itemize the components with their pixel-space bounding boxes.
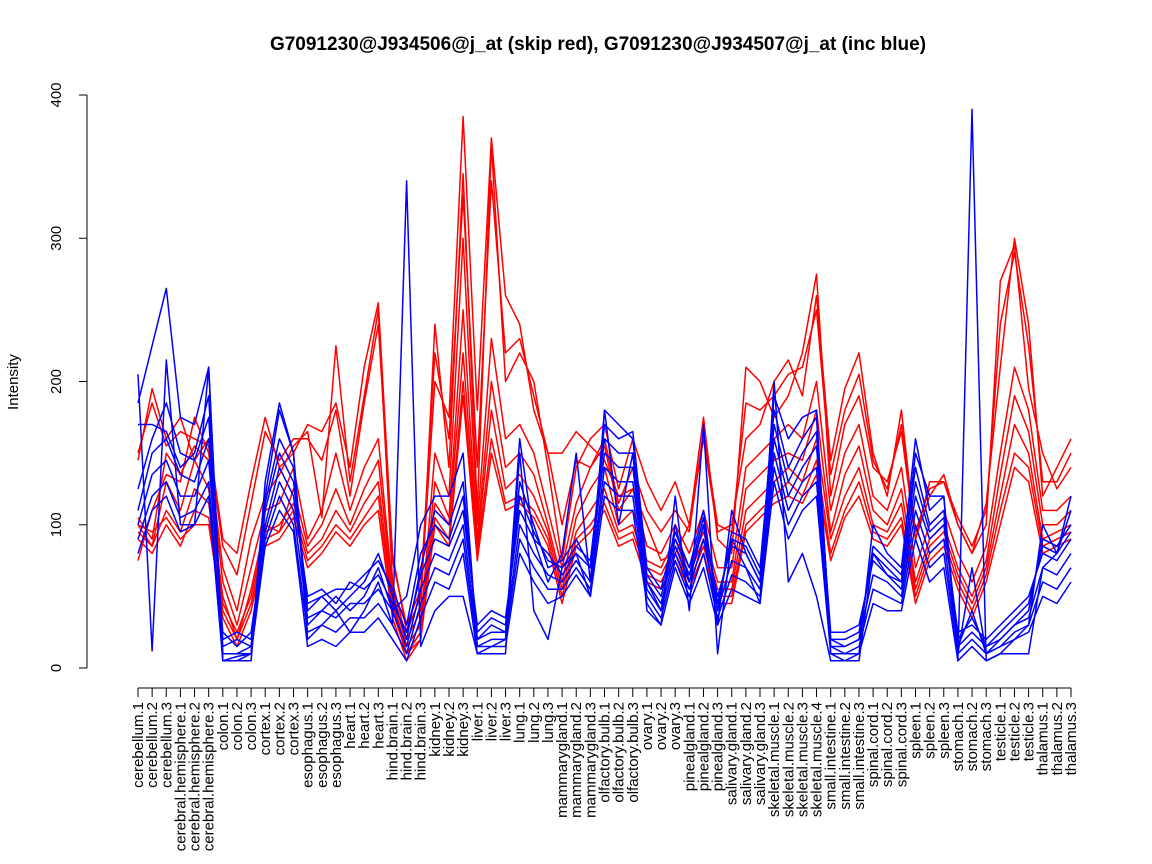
x-tick-label: heart.1 [342, 702, 359, 749]
x-tick-label: skeletal.muscle.4 [809, 702, 826, 817]
x-tick-label: colon.2 [229, 702, 246, 750]
series-line-inc-5 [137, 438, 1072, 641]
x-tick-label: thalamus.1 [1035, 702, 1052, 775]
y-tick-label: 400 [48, 82, 65, 107]
x-tick-label: testicle.1 [992, 702, 1009, 761]
x-tick-label: hind.brain.2 [399, 702, 416, 780]
x-tick-label: liver.1 [469, 702, 486, 741]
x-tick-label: cerebellum.3 [158, 702, 175, 788]
chart-title: G7091230@J934506@j_at (skip red), G70912… [270, 34, 926, 55]
y-tick-label: 200 [48, 369, 65, 394]
x-tick-label: thalamus.2 [1049, 702, 1066, 775]
x-tick-label: skeletal.muscle.2 [780, 702, 797, 817]
x-tick-label: olfactory.bulb.3 [625, 702, 642, 803]
x-tick-label: liver.2 [483, 702, 500, 741]
x-tick-label: testicle.3 [1021, 702, 1038, 761]
x-tick-label: mammarygland.2 [568, 702, 585, 818]
x-tick-label: kidney.3 [455, 702, 472, 757]
x-tick-label: hind.brain.1 [384, 702, 401, 780]
x-tick-label: kidney.2 [441, 702, 458, 757]
series-line-skip-6 [137, 352, 1072, 655]
x-tick-label: ovary.3 [667, 702, 684, 750]
x-tick-label: cerebral.hemisphere.3 [201, 702, 218, 851]
x-axis: cerebellum.1cerebellum.2cerebellum.3cere… [130, 687, 1080, 851]
y-tick-label: 0 [48, 664, 65, 672]
x-tick-label: ovary.1 [639, 702, 656, 750]
y-axis-label: Intensity [5, 354, 22, 410]
series-line-inc-7 [137, 466, 1072, 655]
x-tick-label: salivary.gland.2 [738, 702, 755, 805]
x-tick-label: liver.3 [498, 702, 515, 741]
x-tick-label: cerebral.hemisphere.2 [187, 702, 204, 851]
x-tick-label: spleen.2 [922, 702, 939, 759]
series-line-inc-6 [137, 452, 1072, 648]
x-tick-label: cortex.3 [286, 702, 303, 755]
series-line-inc-1 [137, 108, 1072, 662]
x-tick-label: hind.brain.3 [413, 702, 430, 780]
x-tick-label: kidney.1 [427, 702, 444, 757]
x-tick-label: small.intestine.3 [851, 702, 868, 810]
x-tick-label: heart.3 [370, 702, 387, 749]
x-tick-label: stomach.3 [978, 702, 995, 771]
x-tick-label: esophagus.2 [314, 702, 331, 788]
x-tick-label: pinealgland.2 [695, 702, 712, 791]
x-tick-label: spinal.cord.3 [893, 702, 910, 787]
x-tick-label: cerebral.hemisphere.1 [172, 702, 189, 851]
x-tick-label: cortex.2 [271, 702, 288, 755]
x-tick-label: thalamus.3 [1063, 702, 1080, 775]
series-lines [137, 108, 1072, 662]
x-tick-label: lung.2 [526, 702, 543, 743]
y-axis: 0 100 200 300 400 [48, 82, 88, 672]
x-tick-label: cerebellum.2 [144, 702, 161, 788]
x-tick-label: colon.3 [243, 702, 260, 750]
x-tick-label: esophagus.1 [300, 702, 317, 788]
x-tick-label: esophagus.3 [328, 702, 345, 788]
x-tick-label: small.intestine.1 [823, 702, 840, 810]
x-tick-label: salivary.gland.1 [724, 702, 741, 805]
x-tick-label: testicle.2 [1006, 702, 1023, 761]
x-tick-label: mammarygland.3 [582, 702, 599, 818]
x-tick-label: lung.3 [540, 702, 557, 743]
series-line-skip-1 [137, 115, 1072, 633]
series-line-inc-4 [137, 402, 1072, 648]
x-tick-label: mammarygland.1 [554, 702, 571, 818]
x-tick-label: spinal.cord.1 [865, 702, 882, 787]
y-tick-label: 300 [48, 226, 65, 251]
x-tick-label: colon.1 [215, 702, 232, 750]
y-tick-label: 100 [48, 512, 65, 537]
x-tick-label: heart.2 [356, 702, 373, 749]
x-tick-label: pinealgland.3 [710, 702, 727, 791]
x-tick-label: ovary.2 [653, 702, 670, 750]
x-tick-label: spleen.3 [936, 702, 953, 759]
x-tick-label: spleen.1 [908, 702, 925, 759]
series-line-inc-3 [138, 395, 1072, 662]
x-tick-label: stomach.2 [964, 702, 981, 771]
series-line-inc-8 [137, 481, 1072, 662]
x-tick-label: skeletal.muscle.1 [766, 702, 783, 817]
x-tick-label: stomach.1 [950, 702, 967, 771]
series-line-inc-2 [137, 287, 1072, 655]
x-tick-label: small.intestine.2 [837, 702, 854, 810]
x-tick-label: olfactory.bulb.2 [611, 702, 628, 803]
x-tick-label: cortex.1 [257, 702, 274, 755]
x-tick-label: pinealgland.1 [681, 702, 698, 791]
x-tick-label: olfactory.bulb.1 [597, 702, 614, 803]
x-tick-label: spinal.cord.2 [879, 702, 896, 787]
x-tick-label: skeletal.muscle.3 [794, 702, 811, 817]
x-tick-label: lung.1 [512, 702, 529, 743]
x-tick-label: cerebellum.1 [130, 702, 147, 788]
x-tick-label: salivary.gland.3 [752, 702, 769, 805]
series-line-skip-8 [137, 395, 1072, 662]
